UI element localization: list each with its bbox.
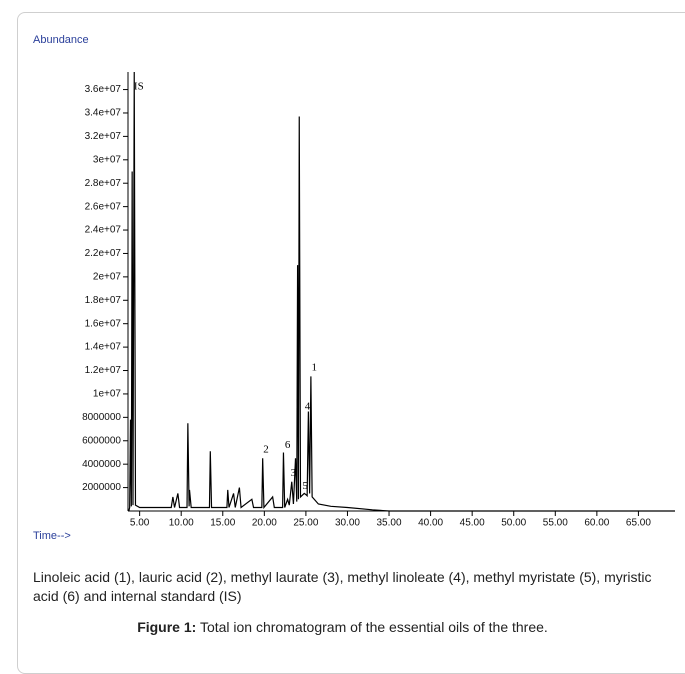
y-tick-label: 1.4e+07 — [85, 342, 122, 353]
y-tick-label: 8000000 — [82, 412, 121, 423]
figure-label: Figure 1: — [137, 619, 197, 635]
x-tick-label: 20.00 — [252, 518, 277, 529]
x-tick-label: 5.00 — [130, 518, 150, 529]
peak-label: 1 — [311, 362, 317, 374]
x-tick-label: 55.00 — [543, 518, 568, 529]
legend-note: Linoleic acid (1), lauric acid (2), meth… — [33, 569, 652, 604]
y-tick-label: 2e+07 — [93, 272, 122, 283]
peak-label: 5 — [302, 480, 308, 492]
y-tick-label: 2.6e+07 — [85, 201, 122, 212]
peak-label: 2 — [263, 444, 269, 456]
x-tick-label: 15.00 — [210, 518, 235, 529]
y-tick-label: 3.4e+07 — [85, 108, 122, 119]
x-tick-label: 45.00 — [460, 518, 485, 529]
x-axis-label: Time--> — [33, 530, 71, 542]
y-tick-label: 2.8e+07 — [85, 178, 122, 189]
y-tick-label: 1.8e+07 — [85, 295, 122, 306]
y-tick-label: 1.2e+07 — [85, 365, 122, 376]
x-tick-label: 40.00 — [418, 518, 443, 529]
peak-label: IS — [134, 81, 144, 93]
y-tick-label: 3.6e+07 — [85, 84, 122, 95]
chromatogram-line — [128, 71, 675, 512]
x-tick-label: 50.00 — [501, 518, 526, 529]
y-tick-label: 3.2e+07 — [85, 131, 122, 142]
y-tick-label: 6000000 — [82, 435, 121, 446]
x-tick-label: 60.00 — [584, 518, 609, 529]
peak-label: 4 — [305, 400, 311, 412]
figure-caption: Figure 1: Total ion chromatogram of the … — [0, 619, 685, 635]
y-tick-label: 1.6e+07 — [85, 318, 122, 329]
x-tick-label: 35.00 — [377, 518, 402, 529]
peak-label: 3 — [291, 467, 297, 479]
y-tick-label: 2.2e+07 — [85, 248, 122, 259]
y-tick-label: 2.4e+07 — [85, 225, 122, 236]
x-tick-label: 10.00 — [169, 518, 194, 529]
peak-label: 6 — [285, 439, 291, 451]
caption-text: Total ion chromatogram of the essential … — [199, 619, 548, 635]
x-tick-label: 65.00 — [626, 518, 651, 529]
y-tick-label: 4000000 — [82, 459, 121, 470]
y-axis-label: Abundance — [33, 34, 89, 46]
page: Abundance Time--> 2000000 4000000 6000000 8… — [0, 12, 685, 674]
x-tick-label: 25.00 — [293, 518, 318, 529]
chart: Abundance Time--> 2000000 4000000 6000000 8… — [33, 34, 675, 542]
y-tick-label: 2000000 — [82, 482, 121, 493]
y-tick-label: 1e+07 — [93, 389, 122, 400]
y-tick-label: 3e+07 — [93, 154, 122, 165]
x-tick-label: 30.00 — [335, 518, 360, 529]
